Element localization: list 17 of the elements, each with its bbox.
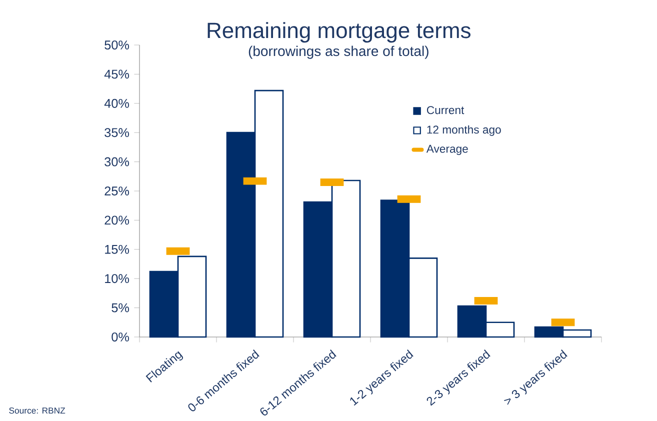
legend-label: 12 months ago [427,125,501,136]
y-tick-label: 20% [104,216,130,225]
y-tick-label: 10% [105,274,130,284]
y-tick-label: 50% [104,40,130,50]
y-tick-label: 0% [112,332,130,342]
legend-label: Average [426,144,468,156]
y-tick-label: 40% [104,98,130,108]
legend-label: Current [426,106,464,114]
chart-subtitle: (borrowings as share of total) [248,46,428,59]
y-tick-label: 5% [112,303,130,312]
y-tick-label: 25% [104,186,130,196]
source-note: Source: RBNZ [9,407,66,414]
y-tick-label: 30% [104,157,130,166]
y-tick-label: 35% [104,128,130,138]
y-tick-label: 45% [104,70,130,79]
chart-title: Remaining mortgage terms [208,22,470,43]
y-tick-label: 15% [105,244,130,254]
